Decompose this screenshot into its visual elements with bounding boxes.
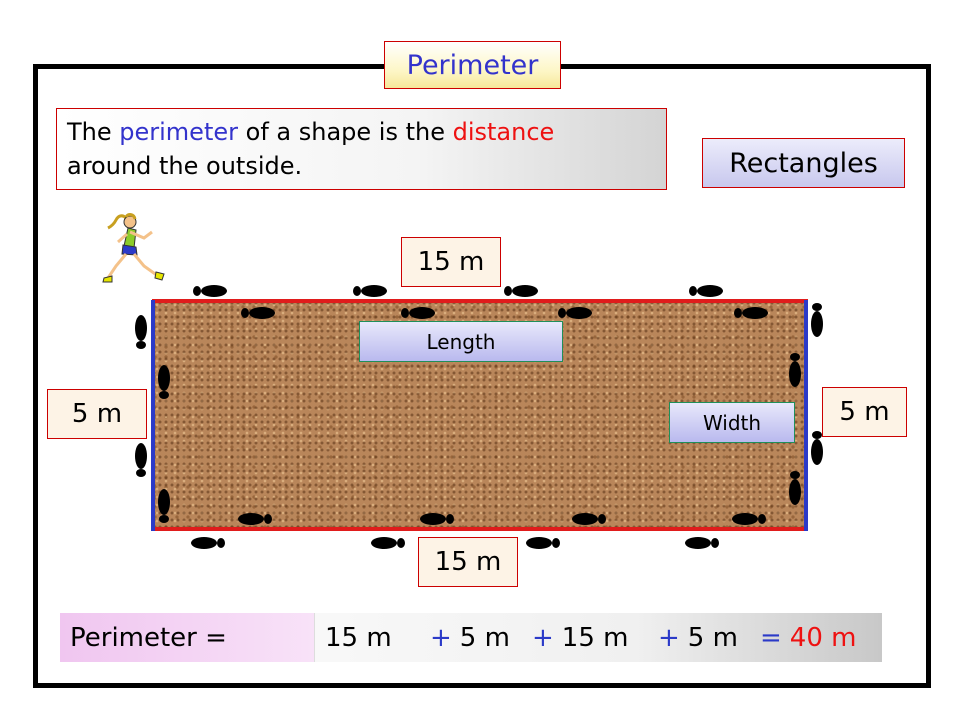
footprint-icon: [241, 307, 275, 319]
definition-part2: of a shape is the: [238, 118, 453, 146]
footprint-icon: [353, 285, 387, 297]
definition-part3: around the outside.: [67, 152, 303, 180]
top-length-label: 15 m: [401, 237, 501, 287]
bottom-length-label: 15 m: [418, 537, 518, 587]
footprint-icon: [572, 513, 606, 525]
footprint-icon: [135, 315, 147, 349]
width-label: Width: [669, 402, 795, 443]
definition-text: The perimeter of a shape is the distance…: [67, 115, 554, 183]
rectangle-left-edge: [151, 300, 155, 531]
result-value: 40 m: [789, 622, 857, 653]
footprint-icon: [420, 513, 454, 525]
slide-title: Perimeter: [384, 41, 561, 89]
definition-word-perimeter: perimeter: [119, 118, 238, 146]
footprint-icon: [811, 431, 823, 465]
formula-term-1: 15 m: [325, 613, 392, 662]
definition-part1: The: [67, 118, 120, 146]
formula-bar: Perimeter = 15 m +5 m +15 m +5 m = 40 m: [60, 613, 882, 662]
definition-box: The perimeter of a shape is the distance…: [56, 108, 667, 190]
footprint-icon: [811, 303, 823, 337]
term1-value: 15 m: [325, 622, 392, 653]
right-width-label: 5 m: [822, 387, 907, 437]
footprint-icon: [191, 537, 225, 549]
footprint-icon: [238, 513, 272, 525]
formula-label: Perimeter =: [60, 613, 315, 662]
term3-value: 15 m: [561, 622, 629, 653]
term4-value: 5 m: [687, 622, 738, 653]
left-width-label: 5 m: [47, 389, 147, 439]
section-label: Rectangles: [702, 138, 905, 188]
footprint-icon: [135, 443, 147, 477]
footprint-icon: [734, 307, 768, 319]
formula-term-3: +15 m: [532, 613, 628, 662]
plus-sign: +: [658, 622, 680, 653]
footprint-icon: [685, 537, 719, 549]
equals-sign: =: [760, 622, 782, 653]
plus-sign: +: [532, 622, 554, 653]
footprint-icon: [401, 307, 435, 319]
footprint-icon: [732, 513, 766, 525]
formula-result: = 40 m: [760, 613, 856, 662]
rectangle-top-edge: [152, 299, 808, 303]
formula-term-2: +5 m: [430, 613, 510, 662]
plus-sign: +: [430, 622, 452, 653]
footprint-icon: [558, 307, 592, 319]
footprint-icon: [689, 285, 723, 297]
term2-value: 5 m: [459, 622, 510, 653]
definition-word-distance: distance: [452, 118, 555, 146]
footprint-icon: [789, 353, 801, 387]
rectangle-right-edge: [804, 300, 808, 531]
runner-icon: [102, 213, 165, 283]
footprint-icon: [526, 537, 560, 549]
footprint-icon: [158, 489, 170, 523]
length-label: Length: [359, 321, 563, 362]
footprint-icon: [193, 285, 227, 297]
footprint-icon: [789, 471, 801, 505]
footprint-icon: [158, 365, 170, 399]
footprint-icon: [504, 285, 538, 297]
rectangle-bottom-edge: [152, 527, 808, 531]
formula-term-4: +5 m: [658, 613, 738, 662]
footprint-icon: [371, 537, 405, 549]
